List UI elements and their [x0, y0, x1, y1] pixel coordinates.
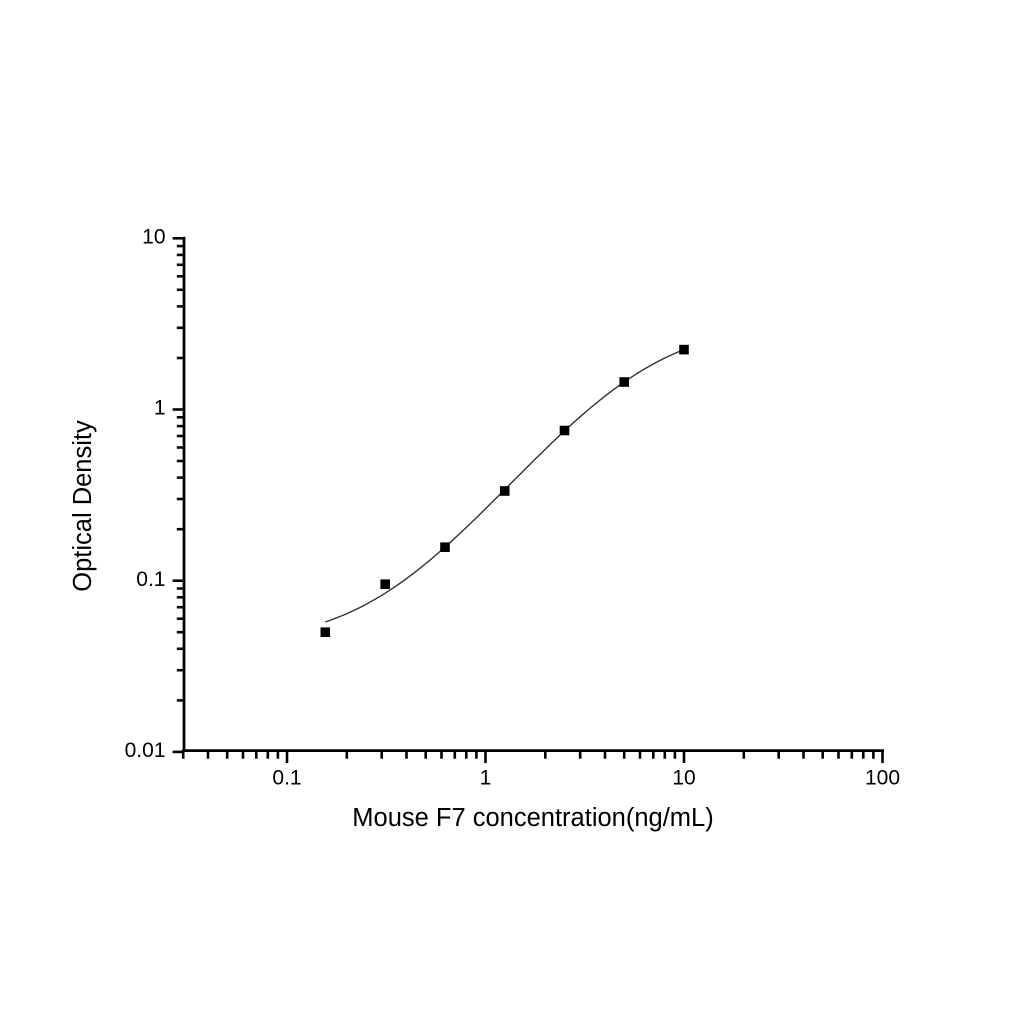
svg-text:0.1: 0.1 — [272, 767, 301, 790]
svg-text:Optical Density: Optical Density — [69, 420, 97, 592]
svg-text:100: 100 — [865, 767, 900, 790]
svg-text:10: 10 — [142, 225, 165, 248]
svg-text:0.1: 0.1 — [136, 568, 165, 591]
svg-text:0.01: 0.01 — [125, 739, 166, 762]
svg-text:10: 10 — [672, 767, 695, 790]
svg-text:Mouse F7 concentration(ng/mL): Mouse F7 concentration(ng/mL) — [352, 804, 713, 832]
svg-text:1: 1 — [480, 767, 492, 790]
svg-text:1: 1 — [154, 397, 166, 420]
